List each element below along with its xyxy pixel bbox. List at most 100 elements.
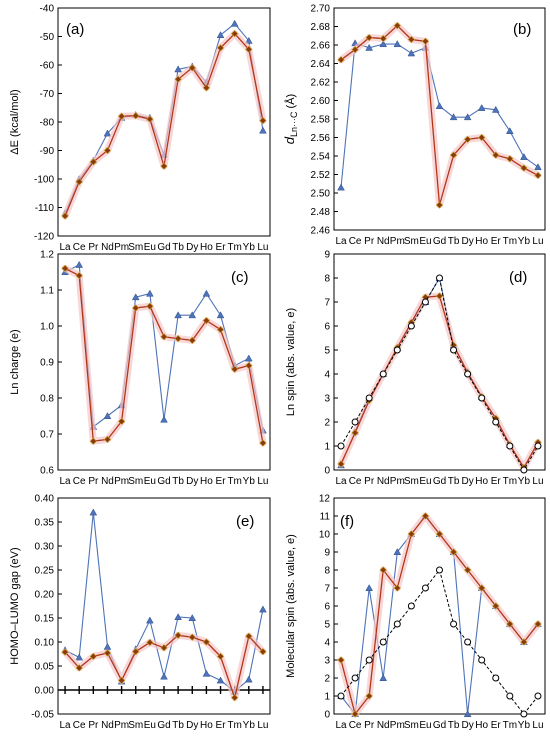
x-tick-label-dy: Dy [186, 242, 198, 253]
x-tick-label-nd: Nd [377, 720, 390, 731]
data-point-circle [421, 298, 429, 306]
data-point-diamond [75, 271, 83, 280]
data-point-circle [393, 620, 401, 628]
y-tick-label: 3 [324, 656, 330, 667]
y-tick-label: -100 [34, 175, 54, 186]
y-tick-label: 3 [324, 394, 330, 405]
x-tick-label-gd: Gd [433, 476, 446, 487]
y-tick-label: -90 [40, 146, 55, 157]
x-tick-label-eu: Eu [419, 236, 431, 247]
data-point-diamond [146, 115, 154, 123]
data-point-circle [520, 710, 528, 718]
series-line-red [340, 514, 539, 716]
y-tick-label: 2.48 [311, 207, 331, 218]
data-point-diamond [174, 334, 182, 343]
data-point-diamond [202, 638, 211, 646]
panel-label-e: (e) [236, 513, 254, 530]
data-point-diamond [464, 566, 472, 574]
series-line-red [340, 295, 539, 469]
data-point-circle [337, 692, 345, 700]
series-line-dashed [340, 276, 539, 471]
y-tick-label: 2.70 [311, 4, 331, 15]
data-point-triangle [103, 129, 112, 137]
data-point-diamond [75, 664, 83, 672]
y-tick-label: -60 [40, 61, 55, 72]
panel-e: -0.05 0.00 0.05 0.10 0.15 0.20 0.25 0.30 0.35 0.4… [9, 494, 271, 731]
x-tick-label-pr: Pr [88, 720, 99, 731]
x-tick-label-eu: Eu [144, 476, 156, 487]
data-point-diamond [231, 365, 239, 373]
data-point-triangle [463, 710, 472, 717]
data-point-diamond [393, 584, 401, 592]
data-point-diamond [506, 155, 514, 163]
x-tick-label-er: Er [491, 236, 502, 247]
x-tick-label-tm: Tm [227, 720, 241, 731]
y-tick-label: 10 [319, 530, 331, 541]
series-line-blue [64, 22, 264, 214]
data-point-diamond [351, 46, 359, 54]
series-line-red [64, 32, 264, 217]
data-point-diamond [174, 75, 182, 83]
x-tick-label-la: La [60, 720, 72, 731]
data-point-circle [492, 674, 500, 682]
y-tick-label: 2.68 [311, 22, 331, 33]
x-tick-label-tb: Tb [448, 476, 460, 487]
x-tick-label-tb: Tb [172, 242, 184, 253]
y-axis-label: Molecular spin (abs. value, e) [285, 534, 297, 678]
y-axis-label: Ln charge (e) [9, 329, 21, 394]
data-point-triangle [160, 672, 168, 680]
data-point-diamond [117, 417, 126, 426]
x-tick-label-tm: Tm [503, 236, 517, 247]
data-point-circle [351, 674, 359, 682]
x-tick-label-ho: Ho [200, 242, 213, 253]
y-tick-label: 0.15 [35, 614, 55, 625]
x-tick-label-sm: Sm [128, 242, 143, 253]
data-point-triangle [244, 36, 253, 44]
data-point-diamond [75, 178, 83, 186]
data-point-triangle [188, 614, 197, 621]
series-line-blue [64, 512, 264, 693]
data-point-diamond [379, 34, 387, 43]
data-point-circle [436, 566, 443, 574]
data-point-diamond [534, 620, 542, 628]
data-point-diamond [61, 264, 69, 273]
y-tick-label: 0 [324, 710, 330, 721]
x-tick-label-er: Er [216, 242, 227, 253]
data-point-diamond [188, 633, 196, 641]
data-point-diamond [259, 439, 267, 447]
data-point-triangle [174, 65, 182, 73]
x-tick-label-ho: Ho [200, 720, 213, 731]
data-point-triangle [407, 49, 416, 57]
data-point-diamond [202, 316, 211, 325]
x-tick-label-ho: Ho [200, 476, 213, 487]
data-point-diamond [146, 302, 154, 310]
plot-frame-e [57, 497, 271, 715]
data-point-diamond [407, 530, 415, 538]
y-tick-label: 0.8 [40, 394, 54, 405]
x-tick-label-la: La [335, 236, 347, 247]
data-point-triangle [131, 293, 140, 301]
data-point-circle [506, 692, 514, 700]
data-point-diamond [337, 56, 345, 64]
x-tick-label-dy: Dy [462, 720, 474, 731]
x-tick-label-yb: Yb [518, 476, 531, 487]
x-tick-label-tm: Tm [503, 476, 517, 487]
series-glow [337, 22, 542, 209]
x-tick-label-pr: Pr [88, 476, 99, 487]
data-point-diamond [103, 146, 112, 155]
x-tick-label-yb: Yb [243, 720, 256, 731]
x-tick-label-eu: Eu [419, 720, 431, 731]
y-tick-label: 8 [324, 274, 330, 285]
data-point-triangle [75, 653, 84, 661]
data-point-triangle [393, 548, 402, 555]
data-point-diamond [160, 644, 168, 652]
x-tick-label-ce: Ce [73, 476, 86, 487]
panel-c: 0.6 0.7 0.8 0.9 1.0 1.1 1.2 La Ce Pr Nd Pm Sm Eu Gd Tb D… [9, 250, 271, 487]
y-tick-label: -50 [40, 32, 55, 43]
data-point-triangle [216, 31, 225, 39]
data-point-triangle [259, 605, 267, 613]
x-tick-label-yb: Yb [243, 476, 256, 487]
data-point-triangle [216, 311, 225, 319]
data-point-diamond [132, 304, 140, 312]
x-tick-label-dy: Dy [186, 476, 198, 487]
